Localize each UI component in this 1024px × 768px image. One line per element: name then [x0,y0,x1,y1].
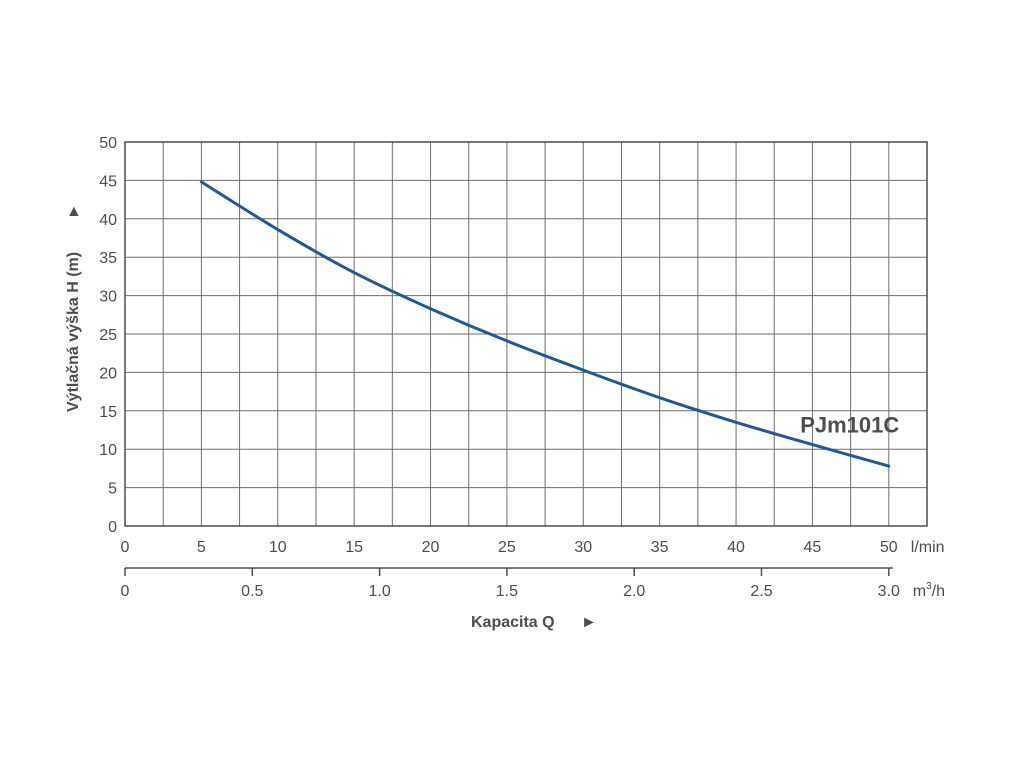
secondary-x-tick-labels: 0 0.5 1.0 1.5 2.0 2.5 3.0 [121,568,900,600]
plot-frame [124,141,928,527]
y-tick-label: 40 [99,212,117,229]
secondary-x-axis-unit: m3/h [913,581,945,600]
secondary-x-tick-label: 1.0 [368,583,390,600]
y-tick-label: 20 [99,365,117,382]
secondary-x-tick-label: 2.5 [750,583,772,600]
y-tick-label: 30 [99,289,117,306]
series-line-pjm101c [199,180,891,468]
secondary-x-tick-label: 2.0 [623,583,645,600]
y-tick-label: 35 [99,250,117,267]
x-tick-label: 5 [197,539,206,556]
y-tick-labels: 0 5 10 15 20 25 30 35 40 45 50 [99,135,117,536]
secondary-x-tick-label: 0 [121,583,130,600]
y-tick-label: 0 [108,519,117,536]
x-tick-label: 10 [269,539,287,556]
y-axis-arrow-icon: ▲ [66,203,82,220]
x-tick-label: 20 [422,539,440,556]
x-tick-label: 30 [574,539,592,556]
y-tick-label: 10 [99,442,117,459]
y-axis-title: Výtlačná výška H (m) [65,252,82,412]
x-tick-label: 35 [651,539,669,556]
secondary-x-tick-label: 3.0 [878,583,900,600]
x-tick-label: 25 [498,539,516,556]
x-tick-label: 15 [345,539,363,556]
x-tick-label: 0 [121,539,130,556]
y-axis-title-group: Výtlačná výška H (m) ▲ [65,203,82,412]
x-tick-label: 40 [727,539,745,556]
x-axis-title-group: Kapacita Q ► [471,614,597,631]
secondary-x-tick-label: 0.5 [241,583,263,600]
y-tick-label: 45 [99,173,117,190]
x-axis-title: Kapacita Q [471,614,555,631]
y-tick-label: 5 [108,481,117,498]
y-tick-label: 25 [99,327,117,344]
series-label: PJm101C [800,412,899,437]
secondary-x-tick-label: 1.5 [496,583,518,600]
y-tick-label: 50 [99,135,117,152]
y-tick-label: 15 [99,404,117,421]
grid [125,142,927,526]
x-tick-labels: 0 5 10 15 20 25 30 35 40 45 50 [121,539,898,556]
x-tick-label: 45 [804,539,822,556]
x-axis-arrow-icon: ► [581,614,597,631]
x-axis-unit: l/min [911,539,945,556]
x-tick-label: 50 [880,539,898,556]
